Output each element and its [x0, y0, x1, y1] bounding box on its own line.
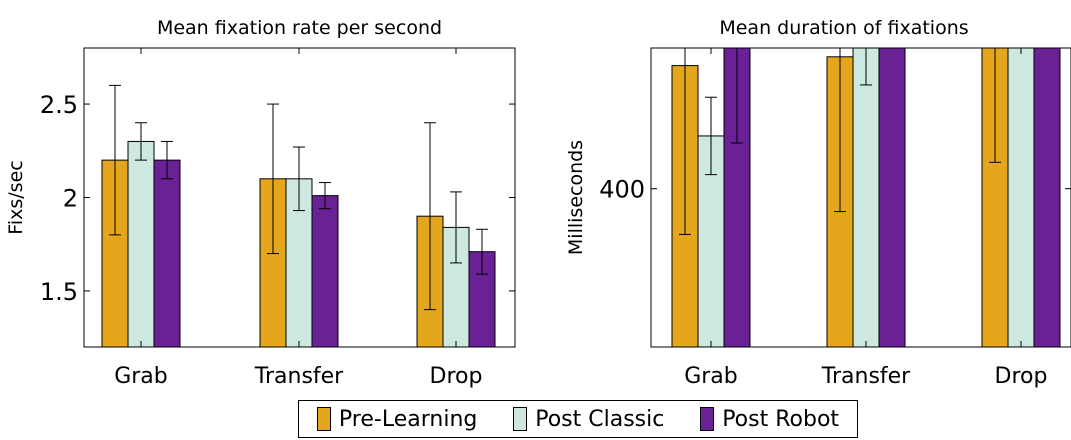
- x-tick-label-drop: Drop: [995, 364, 1048, 389]
- legend-swatch-pre-learning: [316, 407, 331, 431]
- legend-label-post-classic: Post Classic: [535, 406, 665, 432]
- error-bar-drop-post-classic: [450, 191, 462, 264]
- chart-title-1: Mean fixation rate per second: [157, 17, 442, 39]
- chart-title-2: Mean duration of fixations: [719, 17, 968, 39]
- axes-frame-2: [650, 47, 1071, 348]
- legend-entry-post-robot: Post Robot: [700, 407, 839, 432]
- bar-grab-post-classic: [127, 140, 155, 347]
- error-bar-transfer-pre-learning: [267, 103, 279, 255]
- bar-grab-post-robot: [153, 159, 181, 347]
- x-tick-label-grab: Grab: [684, 364, 738, 389]
- bar-drop-post-robot: [1033, 48, 1061, 347]
- y-axis-label-1: Fixs/sec: [5, 160, 27, 234]
- error-bar-transfer-post-classic: [293, 146, 305, 212]
- x-tick-label-transfer: Transfer: [821, 364, 911, 389]
- bar-transfer-post-classic: [852, 48, 880, 347]
- legend-label-pre-learning: Pre-Learning: [338, 406, 478, 432]
- legend-entry-post-classic: Post Classic: [513, 407, 664, 432]
- y-tick-label-2-5: 2.5: [40, 91, 78, 119]
- y-tick-label-400: 400: [599, 176, 645, 204]
- x-tick-label-grab: Grab: [114, 364, 168, 389]
- error-bar-grab-pre-learning: [109, 84, 121, 236]
- error-bar-transfer-post-robot: [319, 182, 331, 210]
- legend-label-post-robot: Post Robot: [722, 406, 840, 432]
- legend-swatch-post-robot: [700, 407, 715, 431]
- legend: Pre-Learning Post Classic Post Robot: [298, 400, 858, 438]
- bar-transfer-post-robot: [311, 195, 339, 347]
- y-axis-label-2: Milliseconds: [565, 140, 587, 255]
- legend-swatch-post-classic: [513, 407, 528, 431]
- legend-entry-pre-learning: Pre-Learning: [316, 406, 478, 432]
- bar-transfer-post-robot: [878, 48, 906, 347]
- x-tick-label-transfer: Transfer: [254, 364, 344, 389]
- y-tick-label-2: 2: [63, 185, 78, 213]
- error-bar-drop-post-robot: [476, 228, 488, 275]
- error-bar-grab-post-classic: [135, 122, 147, 161]
- error-bar-drop-pre-learning: [424, 122, 436, 311]
- error-bar-grab-post-classic: [705, 96, 717, 176]
- x-tick-label-drop: Drop: [430, 364, 483, 389]
- y-tick-label-1-5: 1.5: [40, 278, 78, 306]
- error-bar-grab-post-robot: [161, 140, 173, 180]
